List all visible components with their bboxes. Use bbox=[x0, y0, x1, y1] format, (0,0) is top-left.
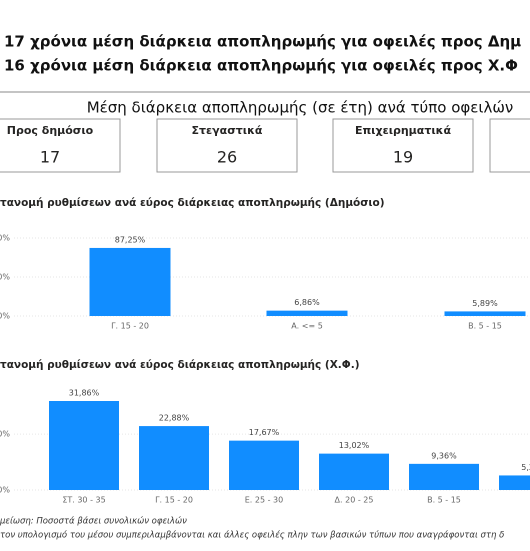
value-label: 5,21% bbox=[521, 463, 530, 472]
x-tick-label: Β. 5 - 15 bbox=[427, 496, 461, 505]
note: μείωση: Ποσοστά βάσει συνολικών οφειλών bbox=[0, 516, 187, 527]
value-label: 5,89% bbox=[472, 299, 498, 308]
chart-title: τανομή ρυθμίσεων ανά εύρος διάρκειας απο… bbox=[0, 197, 385, 209]
value-label: 87,25% bbox=[115, 235, 146, 244]
bar bbox=[49, 401, 119, 490]
kpi-card bbox=[0, 118, 121, 173]
bar bbox=[89, 247, 171, 316]
y-tick-label: 0% bbox=[0, 312, 10, 321]
x-tick-label: Ε. 25 - 30 bbox=[245, 496, 283, 505]
bar bbox=[444, 311, 526, 316]
value-label: 22,88% bbox=[159, 414, 190, 423]
kpi-card bbox=[332, 118, 474, 173]
kpi-value: 19 bbox=[393, 148, 413, 167]
bar bbox=[319, 453, 389, 490]
kpi-label: Στεγαστικά bbox=[192, 124, 263, 137]
value-label: 13,02% bbox=[339, 441, 370, 450]
kpi-label: Επιχειρηματικά bbox=[355, 124, 451, 137]
note: τον υπολογισμό του μέσου συμπεριλαμβάνον… bbox=[0, 530, 504, 541]
bar bbox=[266, 310, 348, 316]
value-label: 17,67% bbox=[249, 428, 280, 437]
bar bbox=[139, 426, 209, 490]
bar bbox=[229, 440, 299, 490]
x-tick-label: Α. <= 5 bbox=[291, 322, 323, 331]
kpi-title: Μέση διάρκεια αποπληρωμής (σε έτη) ανά τ… bbox=[87, 99, 514, 117]
kpi-card bbox=[156, 118, 298, 173]
x-tick-label: Β. 5 - 15 bbox=[468, 322, 502, 331]
x-tick-label: Γ. 15 - 20 bbox=[111, 322, 149, 331]
bar bbox=[499, 475, 530, 490]
x-tick-label: ΣΤ. 30 - 35 bbox=[62, 496, 105, 505]
kpi-label: Προς δημόσιο bbox=[7, 124, 94, 137]
value-label: 6,86% bbox=[294, 298, 320, 307]
y-tick-label: 20% bbox=[0, 430, 10, 439]
y-tick-label: 100% bbox=[0, 234, 10, 243]
kpi-value: 26 bbox=[217, 148, 237, 167]
bar bbox=[409, 463, 479, 490]
value-label: 9,36% bbox=[431, 451, 457, 460]
kpi-value: 17 bbox=[40, 148, 60, 167]
x-tick-label: Γ. 15 - 20 bbox=[155, 496, 193, 505]
y-tick-label: 50% bbox=[0, 273, 10, 282]
x-tick-label: Δ. 20 - 25 bbox=[335, 496, 374, 505]
header-line: 16 χρόνια μέση διάρκεια αποπληρωμής για … bbox=[4, 57, 518, 75]
kpi-card bbox=[489, 118, 530, 173]
y-tick-label: 0% bbox=[0, 486, 10, 495]
chart-title: τανομή ρυθμίσεων ανά εύρος διάρκειας απο… bbox=[0, 359, 360, 371]
header-line: 17 χρόνια μέση διάρκεια αποπληρωμής για … bbox=[4, 33, 521, 51]
value-label: 31,86% bbox=[69, 389, 100, 398]
